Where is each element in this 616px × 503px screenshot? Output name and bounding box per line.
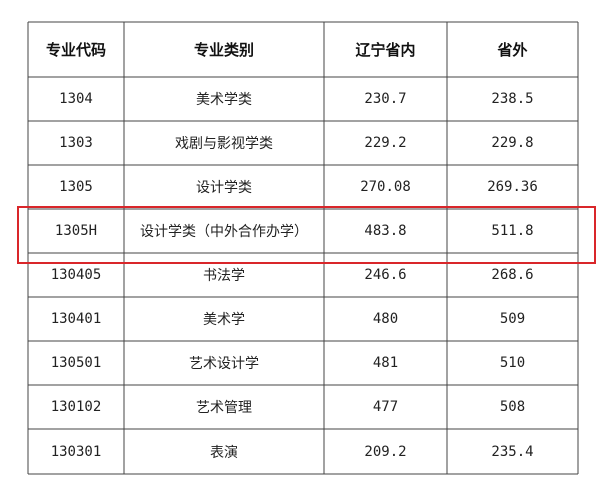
row-0-out-province: 238.5 <box>491 91 534 107</box>
row-5-out-province: 509 <box>499 311 526 327</box>
header-major-code: 专业代码 <box>45 41 106 59</box>
row-1-code: 1303 <box>59 135 93 151</box>
row-1-category: 戏剧与影视学类 <box>175 136 273 152</box>
row-2-code: 1305 <box>59 179 93 195</box>
row-8-in-province: 209.2 <box>364 443 407 460</box>
row-6-in-province: 481 <box>372 355 399 371</box>
row-2-out-province: 269.36 <box>487 179 538 195</box>
row-7-out-province: 508 <box>499 399 526 415</box>
row-0-code: 1304 <box>59 91 93 107</box>
row-0-in-province: 230.7 <box>364 91 407 107</box>
row-6-out-province: 510 <box>499 355 526 371</box>
header-out-province: 省外 <box>497 41 528 59</box>
row-7-in-province: 477 <box>372 399 399 415</box>
row-8-code: 130301 <box>50 443 102 460</box>
row-1-in-province: 229.2 <box>364 135 407 151</box>
row-2-category: 设计学类 <box>196 180 252 196</box>
row-3-out-province: 511.8 <box>491 223 534 239</box>
row-1-out-province: 229.8 <box>491 135 534 151</box>
row-6-code: 130501 <box>50 355 102 371</box>
row-3-code: 1305H <box>54 223 98 239</box>
row-6-category: 艺术设计学 <box>189 356 259 372</box>
row-2-in-province: 270.08 <box>360 179 411 195</box>
row-5-category: 美术学 <box>203 312 245 328</box>
row-4-code: 130405 <box>50 267 102 283</box>
row-3-category: 设计学类（中外合作办学） <box>140 224 308 240</box>
row-5-in-province: 480 <box>372 311 399 327</box>
row-4-in-province: 246.6 <box>364 267 407 283</box>
row-4-out-province: 268.6 <box>491 267 534 283</box>
row-4-category: 书法学 <box>203 268 245 284</box>
row-7-code: 130102 <box>50 399 102 415</box>
header-major-category: 专业类别 <box>193 41 254 59</box>
row-7-category: 艺术管理 <box>196 400 252 416</box>
row-0-category: 美术学类 <box>196 92 252 108</box>
row-8-out-province: 235.4 <box>491 443 534 460</box>
row-8-category: 表演 <box>210 444 238 461</box>
row-3-in-province: 483.8 <box>364 223 407 239</box>
header-in-province: 辽宁省内 <box>355 41 416 59</box>
row-5-code: 130401 <box>50 311 102 327</box>
